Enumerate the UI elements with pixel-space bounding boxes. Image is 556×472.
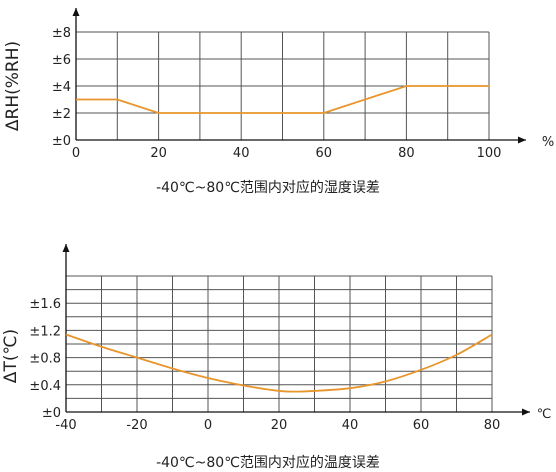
temperature-x-axis-arrow: [522, 408, 530, 416]
humidity-x-axis-arrow: [518, 136, 526, 144]
temperature-x-tick-label: 20: [271, 418, 288, 433]
temperature-x-tick-label: -20: [126, 418, 147, 433]
humidity-error-plot: 0 20 40 60 80 100 ±0 ±2 ±4 ±6 ±8% ΔRH(%RH): [3, 8, 554, 161]
temperature-series-line: [65, 333, 493, 393]
humidity-y-tick-label: ±0: [52, 134, 71, 149]
temperature-y-tick-label: ±1.2: [29, 324, 61, 339]
temperature-error-chart: -40 -20 0 20 40 60 80 ±0 ±0.4 ±0.8 ±1.2 ±1.6 ℃ ΔT(℃): [0, 238, 556, 470]
temperature-x-tick-label: -40: [55, 418, 76, 433]
temperature-x-tick-label: 40: [342, 418, 359, 433]
temperature-y-tick-label: ±0: [42, 406, 61, 421]
humidity-y-axis-title: ΔRH(%RH): [3, 41, 23, 131]
temperature-y-axis-arrow: [62, 244, 70, 252]
temperature-chart-caption: -40℃~80℃范围内对应的温度误差: [156, 455, 380, 471]
humidity-chart-caption: -40℃~80℃范围内对应的湿度误差: [156, 180, 380, 196]
humidity-error-chart: 0 20 40 60 80 100 ±0 ±2 ±4 ±6 ±8% ΔRH(%RH): [0, 0, 556, 200]
humidity-x-tick-label: 0: [72, 146, 80, 161]
humidity-x-tick-label: 80: [398, 146, 415, 161]
temperature-x-tick-label: 60: [413, 418, 430, 433]
temperature-y-tick-label: ±0.4: [29, 379, 61, 394]
humidity-y-tick-label: ±8: [52, 26, 71, 41]
humidity-x-unit-label: %: [542, 135, 554, 150]
temperature-y-tick-label: ±0.8: [29, 352, 61, 367]
temperature-y-tick-label: ±1.6: [29, 297, 61, 312]
humidity-series-line: [76, 85, 489, 114]
humidity-x-tick-label: 60: [316, 146, 333, 161]
humidity-x-tick-label: 20: [150, 146, 167, 161]
humidity-y-tick-label: ±2: [52, 107, 71, 122]
temperature-x-unit-label: ℃: [537, 407, 552, 422]
humidity-y-tick-label: ±6: [52, 53, 71, 68]
humidity-y-tick-label: ±4: [52, 80, 71, 95]
humidity-x-tick-label: 100: [477, 146, 502, 161]
temperature-x-tick-label: 80: [484, 418, 501, 433]
temperature-error-plot: -40 -20 0 20 40 60 80 ±0 ±0.4 ±0.8 ±1.2 ±1.6 ℃ ΔT(℃): [1, 244, 552, 433]
temperature-x-tick-label: 0: [204, 418, 212, 433]
temperature-y-axis-title: ΔT(℃): [1, 329, 21, 383]
humidity-y-axis-arrow: [72, 8, 80, 16]
humidity-x-tick-label: 40: [233, 146, 250, 161]
